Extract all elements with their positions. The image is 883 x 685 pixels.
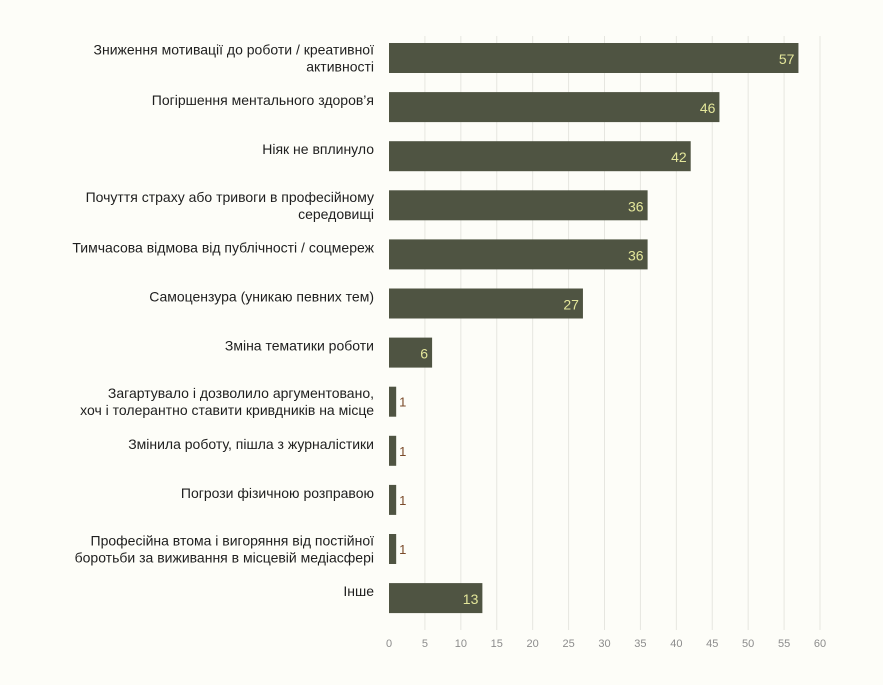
x-tick-label: 10 — [455, 638, 467, 650]
value-label: 1 — [399, 444, 406, 459]
value-label: 36 — [628, 247, 644, 263]
bar — [389, 288, 583, 319]
category-label: Інше — [343, 583, 374, 599]
x-axis-ticks: 0 5 10 15 20 25 30 35 40 45 50 55 60 — [386, 638, 826, 650]
bar — [389, 141, 691, 172]
bars — [389, 43, 799, 614]
value-label: 57 — [779, 51, 795, 67]
value-label: 1 — [399, 493, 406, 508]
value-label: 46 — [700, 100, 716, 116]
x-tick-label: 20 — [527, 638, 539, 650]
category-label: Самоцензура (уникаю певних тем) — [149, 289, 374, 305]
value-label: 36 — [628, 198, 644, 214]
category-label: Погрози фізичною розправою — [181, 485, 374, 501]
bar — [389, 583, 483, 614]
bar — [389, 337, 433, 368]
value-label: 13 — [463, 591, 479, 607]
value-label: 27 — [563, 297, 579, 313]
bar — [389, 239, 648, 270]
x-tick-label: 60 — [814, 638, 826, 650]
x-tick-label: 5 — [422, 638, 428, 650]
x-tick-label: 45 — [706, 638, 718, 650]
x-tick-label: 30 — [598, 638, 610, 650]
x-tick-label: 55 — [778, 638, 790, 650]
bar — [389, 534, 397, 564]
bar — [389, 435, 397, 466]
x-tick-label: 0 — [386, 638, 392, 650]
gridlines — [424, 36, 821, 630]
bar — [389, 43, 799, 73]
value-label: 6 — [420, 346, 428, 362]
category-label: Зниження мотивації до роботи / креативно… — [94, 42, 375, 75]
value-label: 42 — [671, 149, 687, 165]
x-tick-label: 15 — [491, 638, 503, 650]
bar — [389, 92, 720, 123]
bar — [389, 484, 397, 515]
category-label: Професійна втома і вигоряння від постійн… — [75, 533, 374, 566]
category-label: Погіршення ментального здоров’я — [152, 92, 374, 108]
value-label: 1 — [399, 542, 406, 557]
x-tick-label: 35 — [634, 638, 646, 650]
bar — [389, 386, 397, 417]
category-label: Зміна тематики роботи — [225, 338, 374, 354]
value-label: 1 — [399, 395, 406, 410]
category-label: Загартувало і дозволило аргументовано, хо… — [80, 385, 374, 418]
value-labels: 57 46 42 36 36 27 6 1 1 1 1 13 — [399, 51, 794, 607]
category-label: Ніяк не вплинуло — [262, 141, 374, 157]
category-label: Почуття страху або тривоги в професійном… — [86, 189, 374, 222]
x-tick-label: 50 — [742, 638, 754, 650]
category-label: Змінила роботу, пішла з журналістики — [128, 436, 374, 452]
x-tick-label: 25 — [562, 638, 574, 650]
x-tick-label: 40 — [670, 638, 682, 650]
category-label: Тимчасова відмова від публічності / соцм… — [72, 239, 374, 255]
category-labels: Зниження мотивації до роботи / креативно… — [72, 42, 374, 600]
bar — [389, 190, 648, 221]
